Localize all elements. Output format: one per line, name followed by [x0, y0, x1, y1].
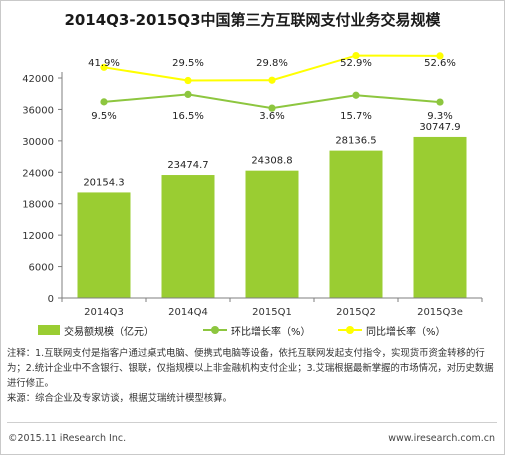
- mom-point: [100, 98, 108, 106]
- yoy-value-label: 52.6%: [424, 58, 456, 69]
- legend-bar-swatch: [38, 325, 60, 335]
- y-tick-label: 24000: [22, 168, 54, 179]
- mom-value-label: 9.3%: [427, 111, 452, 122]
- bar-series: 20154.3 23474.7 24308.8 28136.5 30747.9: [77, 122, 467, 298]
- legend-label-volume: 交易额规模（亿元）: [64, 326, 154, 338]
- bar: [245, 170, 299, 298]
- bar-value-label: 28136.5: [335, 136, 376, 147]
- copyright-text: ©2015.11 iResearch Inc.: [8, 433, 127, 444]
- yoy-point: [184, 76, 192, 85]
- x-tick-label: 2015Q2: [336, 307, 376, 318]
- mom-value-label: 15.7%: [340, 111, 372, 122]
- x-axis: 2014Q3 2014Q4 2015Q1 2015Q2 2015Q3e: [61, 297, 483, 318]
- legend-line-swatch-mom: [203, 325, 227, 335]
- note-text: 注释：1.互联网支付是指客户通过桌式电脑、便携式电脑等设备，依托互联网发起支付指…: [7, 348, 494, 389]
- bar: [77, 192, 131, 298]
- legend-label-yoy: 同比增长率（%）: [366, 326, 446, 338]
- mom-point: [268, 104, 276, 112]
- y-tick-label: 12000: [22, 231, 54, 242]
- bar: [413, 136, 467, 298]
- legend: 交易额规模（亿元） 环比增长率（%） 同比增长率（%）: [38, 322, 498, 340]
- bar-value-label: 30747.9: [419, 122, 460, 133]
- yoy-point: [436, 52, 444, 60]
- legend-item-volume: 交易额规模（亿元）: [38, 322, 154, 338]
- y-tick-label: 6000: [29, 263, 54, 274]
- chart-title: 2014Q3-2015Q3中国第三方互联网支付业务交易规模: [64, 11, 441, 29]
- bar-value-label: 23474.7: [167, 160, 208, 171]
- yoy-value-label: 29.8%: [256, 58, 288, 69]
- mom-value-label: 16.5%: [172, 111, 204, 122]
- legend-line-swatch-yoy: [338, 325, 362, 335]
- yoy-point: [268, 76, 276, 84]
- mom-point: [436, 98, 444, 106]
- y-tick-label: 42000: [22, 74, 54, 85]
- yoy-point: [352, 51, 360, 60]
- legend-item-mom: 环比增长率（%）: [203, 322, 311, 338]
- x-tick-label: 2015Q1: [252, 307, 292, 318]
- legend-item-yoy: 同比增长率（%）: [338, 322, 446, 338]
- legend-label-mom: 环比增长率（%）: [231, 326, 311, 338]
- chart-svg: 0 6000 12000 18000 24000 30000 36000 42000 2015…: [22, 51, 483, 318]
- mom-point: [184, 90, 192, 98]
- bar: [161, 175, 215, 298]
- y-tick-label: 30000: [22, 137, 54, 148]
- y-axis: 0 6000 12000 18000 24000 30000 36000 42000: [22, 72, 63, 305]
- x-tick-label: 2014Q4: [168, 307, 208, 318]
- yoy-value-label: 41.9%: [88, 58, 120, 69]
- yoy-value-label: 29.5%: [172, 58, 204, 69]
- bar: [329, 150, 383, 298]
- y-tick-label: 18000: [22, 200, 54, 211]
- y-tick-label: 36000: [22, 105, 54, 116]
- yoy-point: [100, 63, 108, 71]
- bar-value-label: 24308.8: [251, 156, 292, 167]
- y-tick-label: 0: [48, 294, 54, 305]
- bar-value-label: 20154.3: [83, 177, 124, 188]
- source-text: 来源：综合企业及专家访谈，根据艾瑞统计模型核算。: [7, 393, 233, 404]
- mom-point: [352, 91, 360, 99]
- x-tick-label: 2015Q3e: [417, 307, 463, 318]
- notes: 注释：1.互联网支付是指客户通过桌式电脑、便携式电脑等设备，依托互联网发起支付指…: [7, 346, 497, 406]
- footer-divider: [7, 422, 497, 423]
- website-text: www.iresearch.com.cn: [388, 433, 495, 444]
- line-series: 9.5% 16.5% 3.6% 15.7% 9.3% 41.9% 29.5% 29.8% 52.…: [88, 51, 456, 122]
- yoy-value-label: 52.9%: [340, 58, 372, 69]
- mom-value-label: 3.6%: [259, 111, 284, 122]
- x-tick-label: 2014Q3: [84, 307, 124, 318]
- mom-value-label: 9.5%: [91, 111, 116, 122]
